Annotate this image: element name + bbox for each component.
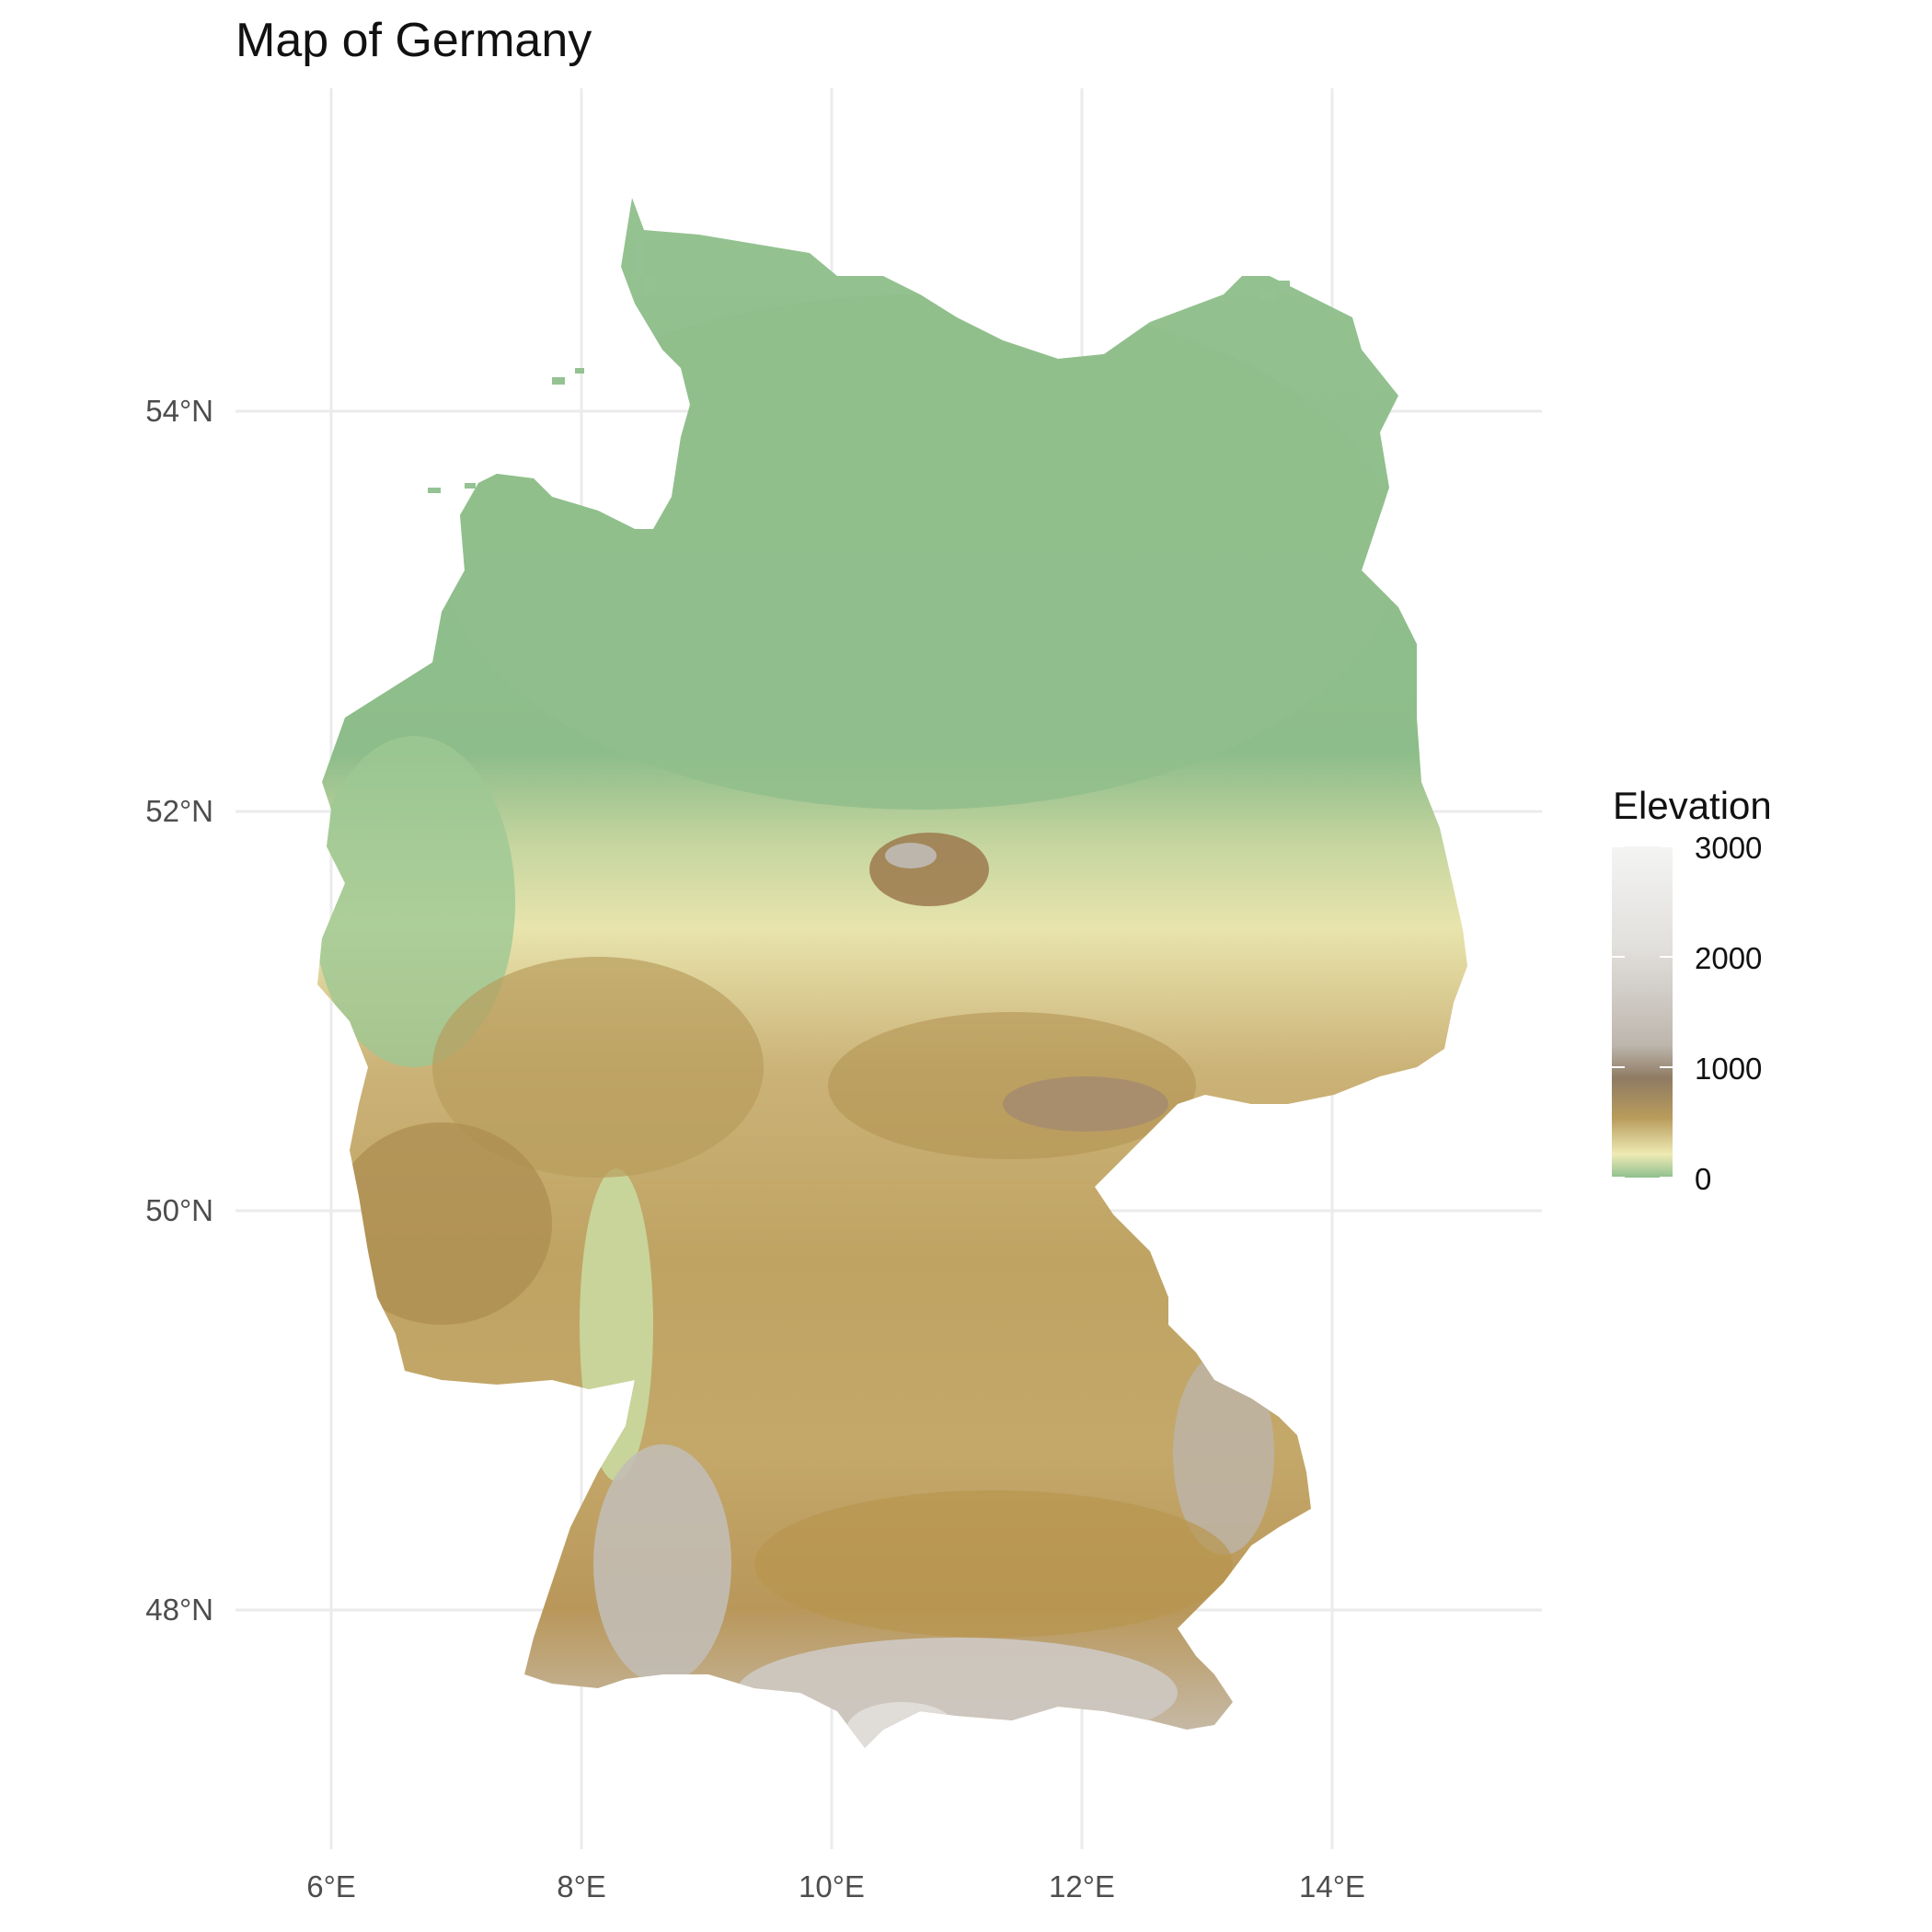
y-tick-label: 54°N (145, 394, 213, 428)
x-axis-ticks: 6°E 8°E 10°E 12°E 14°E (306, 1869, 1365, 1903)
legend-colorbar (1612, 846, 1673, 1178)
elevation-raster (317, 198, 1467, 1748)
x-tick-label: 6°E (306, 1869, 356, 1903)
y-tick-label: 50°N (145, 1193, 213, 1227)
y-tick-label: 48°N (145, 1593, 213, 1627)
legend-label-3000: 3000 (1695, 831, 1763, 865)
legend-title: Elevation (1613, 784, 1772, 827)
legend-tick-marks (1612, 845, 1673, 1179)
y-axis-ticks: 54°N 52°N 50°N 48°N (145, 394, 213, 1627)
legend-label-0: 0 (1695, 1162, 1712, 1196)
legend-label-1000: 1000 (1695, 1052, 1763, 1086)
north-sea-islands (428, 239, 1290, 493)
map-title: Map of Germany (236, 14, 592, 67)
x-tick-label: 12°E (1049, 1869, 1115, 1903)
x-tick-label: 10°E (799, 1869, 865, 1903)
y-tick-label: 52°N (145, 794, 213, 828)
legend-label-2000: 2000 (1695, 941, 1763, 975)
x-tick-label: 8°E (557, 1869, 606, 1903)
x-tick-label: 14°E (1299, 1869, 1365, 1903)
